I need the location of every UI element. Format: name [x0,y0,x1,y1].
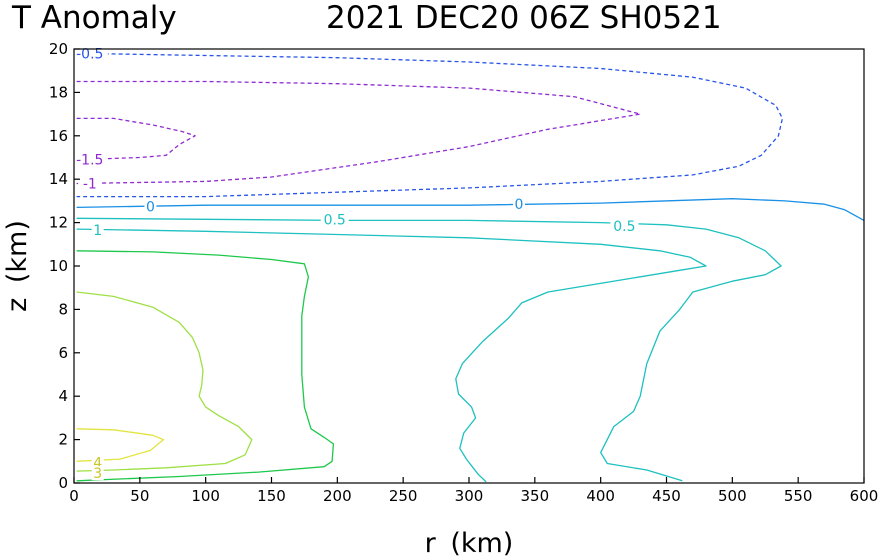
x-tick-label-2: 100 [191,487,220,505]
contour-label-3: 0 [146,199,155,215]
x-tick-label-0: 0 [69,487,79,505]
contour-label-1: -1.5 [76,153,103,169]
y-tick-label-4: 8 [58,300,68,318]
x-axis-label: r (km) [425,528,514,559]
x-tick-label-12: 600 [850,487,879,505]
contour-label-bg-6 [610,218,639,233]
contour-line-3 [76,198,865,221]
y-tick-label-10: 20 [49,40,68,58]
contour-label-bg-1 [71,152,108,167]
chart-title-right: 2021 DEC20 06Z SH0521 [326,0,722,36]
chart-title-left: T Anomaly [11,0,177,36]
x-tick-label-9: 450 [652,487,681,505]
contour-label-9: 3 [93,466,102,482]
contour-line-2 [76,117,196,161]
y-axis-label: z (km) [2,220,33,312]
contour-line-6 [76,250,335,482]
contour-label-layer: -0.5 -1.5 -1 0 0 0.5 0.5 1 43 [71,46,639,482]
y-tick-label-1: 2 [58,431,68,449]
contour-label-bg-4 [513,197,525,212]
x-tick-label-6: 300 [455,487,484,505]
contour-label-bg-5 [320,212,349,227]
contour-label-bg-7 [91,223,104,238]
x-tick-label-3: 150 [257,487,286,505]
contour-line-1 [76,80,641,185]
contour-line-0 [76,52,784,198]
contour-label-0: -0.5 [76,46,103,62]
contour-label-2: -1 [83,177,97,193]
contour-label-bg-9 [91,466,104,481]
x-tick-label-7: 350 [521,487,550,505]
contour-line-4 [76,217,782,482]
y-tick-label-9: 18 [49,83,68,101]
contour-label-7: 1 [93,223,102,239]
contour-line-5 [76,228,707,483]
contour-label-4: 0 [515,197,524,213]
plot-frame [73,48,865,484]
contour-label-5: 0.5 [324,212,346,228]
y-tick-label-2: 4 [58,387,68,405]
contour-label-bg-0 [71,46,108,61]
contour-label-bg-3 [144,199,157,214]
y-tick-label-6: 12 [49,214,68,232]
contour-line-8 [76,428,165,462]
y-tick-label-7: 14 [49,170,68,188]
x-tick-label-1: 50 [130,487,149,505]
tick-layer: 0 50 100 150 200 250 300 350 400 450 500 550 6000246… [49,40,878,505]
y-tick-label-0: 0 [58,474,68,492]
x-tick-label-4: 200 [323,487,352,505]
contour-layer [76,52,865,483]
contour-label-8: 4 [93,455,102,471]
y-tick-label-8: 16 [49,127,68,145]
y-tick-label-5: 10 [49,257,68,275]
contour-label-6: 0.5 [613,219,635,235]
y-tick-label-3: 6 [58,344,68,362]
contour-line-7 [76,291,253,472]
contour-label-bg-2 [79,176,100,191]
x-tick-label-11: 550 [784,487,813,505]
x-tick-label-8: 400 [586,487,615,505]
x-tick-label-10: 500 [718,487,747,505]
contour-label-bg-8 [91,455,104,470]
x-tick-label-5: 250 [389,487,418,505]
